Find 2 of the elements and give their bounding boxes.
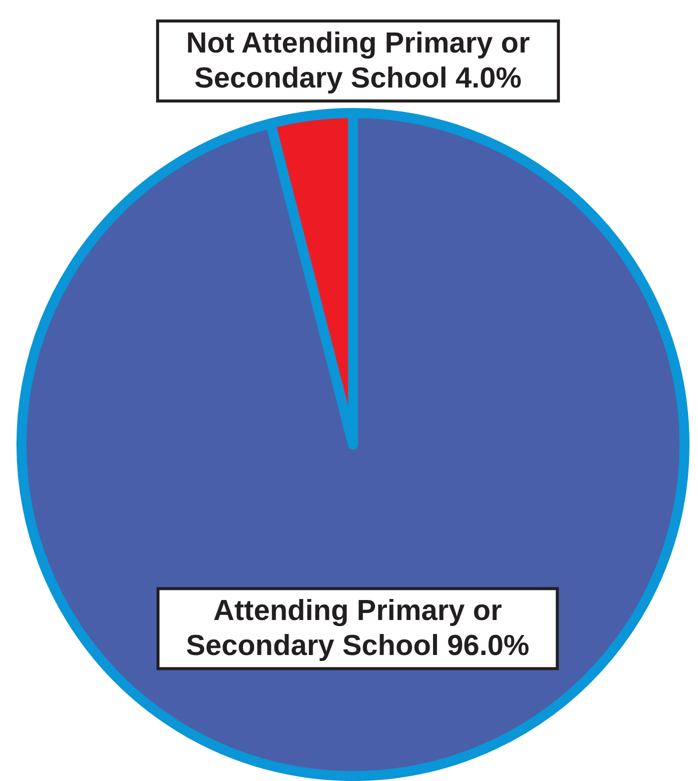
slice-label: Not Attending Primary or Secondary School 4.0% bbox=[186, 28, 530, 94]
slice-label: Attending Primary or Secondary School 96.0% bbox=[186, 595, 530, 662]
